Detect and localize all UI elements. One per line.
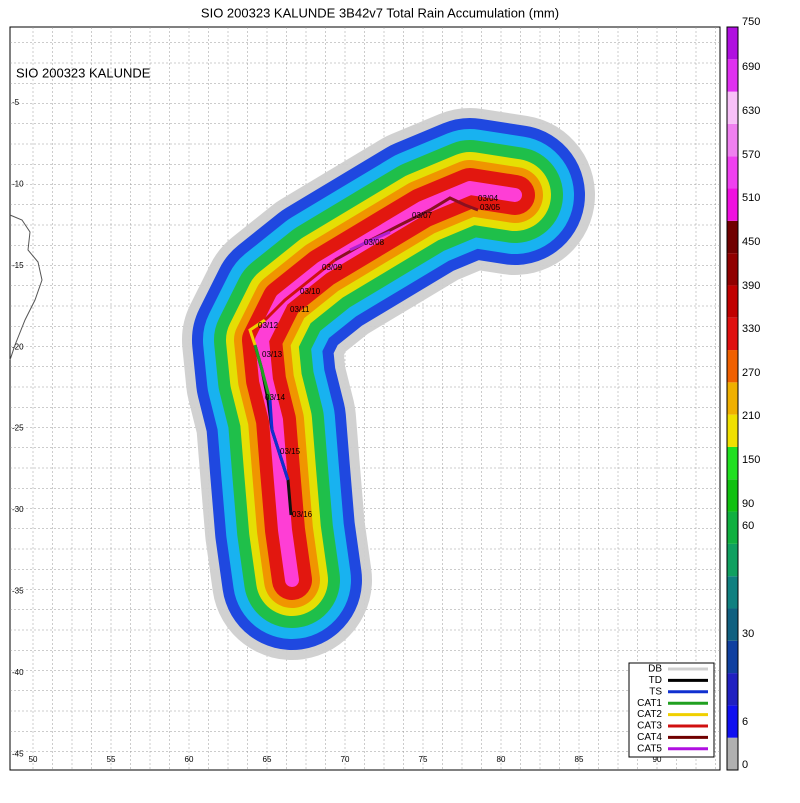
colorbar-label: 390 (742, 280, 760, 292)
track-date: 03/10 (300, 287, 321, 296)
track-cat3 (263, 258, 336, 322)
colorbar-label: 630 (742, 105, 760, 117)
lon-label: 75 (419, 755, 428, 764)
map-frame (9, 26, 721, 771)
lon-label: 70 (341, 755, 350, 764)
lon-label: 55 (107, 755, 116, 764)
lat-label: -40 (12, 668, 24, 677)
colorbar-swatch (727, 123, 738, 157)
colorbar-swatch (727, 576, 738, 609)
legend-label: CAT5 (637, 743, 662, 754)
legend-label: TD (649, 675, 662, 686)
colorbar-swatch (727, 414, 738, 447)
track-date: 03/08 (364, 238, 385, 247)
colorbar-swatch (727, 511, 738, 544)
coastline (9, 214, 43, 361)
colorbar-label: 690 (742, 61, 760, 73)
colorbar-label: 6 (742, 716, 748, 728)
lon-label: 85 (575, 755, 584, 764)
colorbar-label: 270 (742, 367, 760, 379)
track-date: 03/11 (290, 305, 310, 314)
track-date: 03/09 (322, 263, 343, 272)
rain-swath (255, 181, 522, 587)
colorbar-swatch (727, 382, 738, 415)
lon-label: 50 (29, 755, 38, 764)
lat-label: -15 (12, 261, 24, 270)
colorbar-swatch (727, 317, 738, 351)
track-date: 03/12 (258, 321, 279, 330)
colorbar-swatch (727, 253, 738, 286)
colorbar-label: 750 (742, 16, 760, 28)
lon-label: 80 (497, 755, 506, 764)
lon-label: 65 (263, 755, 272, 764)
colorbar-swatch (727, 27, 738, 60)
colorbar-swatch (727, 640, 738, 674)
lat-label: -25 (12, 424, 24, 433)
legend-label: CAT4 (637, 732, 662, 743)
colorbar-label: 570 (742, 149, 760, 161)
track-date: 03/07 (412, 211, 433, 220)
track-cat1 (253, 344, 272, 401)
lon-label: 60 (185, 755, 194, 764)
colorbar-swatch (727, 188, 738, 221)
track-date: 03/15 (280, 447, 301, 456)
track-date: 03/16 (292, 510, 313, 519)
lat-label: -5 (12, 98, 20, 107)
colorbar-swatch (727, 737, 738, 770)
map-label: SIO 200323 KALUNDE (16, 65, 151, 80)
legend-label: CAT3 (637, 721, 662, 732)
colorbar-swatch (727, 156, 738, 189)
colorbar-swatch (727, 220, 738, 254)
colorbar-swatch (727, 543, 738, 577)
colorbar-swatch (727, 446, 738, 480)
colorbar-label: 210 (742, 410, 760, 422)
track-ts (268, 399, 290, 481)
colorbar-swatch (727, 608, 738, 641)
track-date: 03/04 (478, 194, 499, 203)
track-date: 03/05 (480, 203, 501, 212)
colorbar-label: 450 (742, 236, 760, 248)
colorbar-swatch (727, 673, 738, 706)
colorbar-label: 0 (742, 759, 748, 771)
colorbar-frame (726, 26, 739, 771)
legend-label: CAT2 (637, 709, 662, 720)
colorbar-label: 60 (742, 520, 754, 532)
colorbar-swatch (727, 350, 738, 383)
colorbar-label: 330 (742, 323, 760, 335)
track-date: 03/13 (262, 350, 283, 359)
lat-label: -30 (12, 505, 24, 514)
colorbar-swatch (727, 479, 738, 512)
colorbar-swatch (727, 91, 738, 124)
legend-box (628, 662, 715, 758)
lat-label: -35 (12, 587, 24, 596)
legend-label: DB (648, 664, 662, 675)
colorbar-swatch (727, 59, 738, 92)
lat-label: -20 (12, 342, 24, 351)
track-cat2 (248, 318, 266, 346)
colorbar-label: 150 (742, 454, 760, 466)
lon-label: 90 (653, 755, 662, 764)
colorbar-label: 90 (742, 498, 754, 510)
lat-label: -45 (12, 749, 24, 758)
colorbar-swatch (727, 285, 738, 318)
track-cat5 (349, 230, 391, 252)
title: SIO 200323 KALUNDE 3B42v7 Total Rain Acc… (201, 5, 559, 20)
colorbar-label: 30 (742, 628, 754, 640)
colorbar-swatch (727, 705, 738, 738)
track-date: 03/14 (265, 393, 286, 402)
legend-label: TS (649, 686, 662, 697)
lat-label: -10 (12, 180, 24, 189)
colorbar-label: 510 (742, 192, 760, 204)
legend-label: CAT1 (637, 698, 662, 709)
